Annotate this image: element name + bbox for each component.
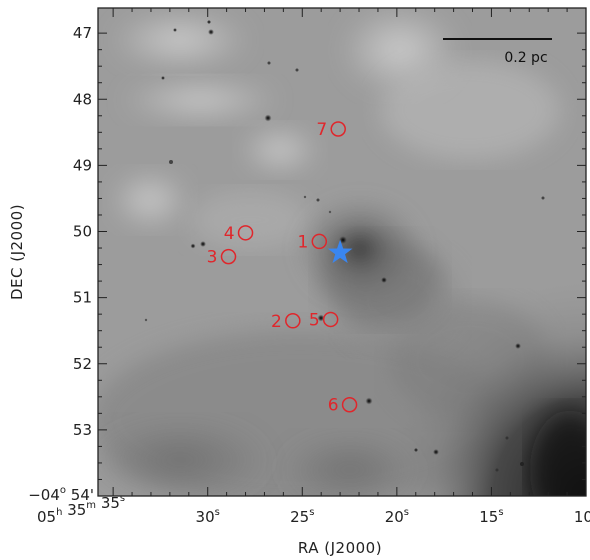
source-marker-label: 6 <box>328 396 339 416</box>
axis-ticks <box>98 8 587 497</box>
y-tick-label: 47 <box>73 24 92 42</box>
source-marker-circle <box>220 248 237 265</box>
x-tick-label: 20s <box>385 507 409 526</box>
source-marker-label: 4 <box>224 224 235 244</box>
source-marker-circle <box>285 313 301 329</box>
x-tick-label: 25s <box>290 507 314 526</box>
source-marker-label: 7 <box>316 120 327 140</box>
source-marker-circle <box>322 311 339 328</box>
y-origin-tick-label: −04o 54' <box>28 485 94 504</box>
scale-bar-label: 0.2 pc <box>504 50 547 66</box>
source-marker-label: 3 <box>207 248 218 268</box>
y-tick-labels: 47 48 49 50 51 52 53 <box>73 24 92 439</box>
x-tick-label: 30s <box>196 507 220 526</box>
y-axis-title: DEC (J2000) <box>8 204 26 300</box>
source-markers: 1 2 34 5 6 7 <box>207 120 358 416</box>
x-axis-title: RA (J2000) <box>298 539 382 557</box>
source-marker-label: 5 <box>309 310 320 330</box>
y-tick-label: 51 <box>73 289 92 307</box>
y-tick-label: 52 <box>73 355 92 373</box>
plot-frame <box>97 7 587 497</box>
source-marker-circle <box>341 396 358 413</box>
x-tick-label: 05h 35m 35s <box>37 493 125 526</box>
x-tick-labels: 05h 35m 35s 30s 25s 20s 15s 10s <box>37 493 590 526</box>
y-tick-label: 53 <box>73 421 92 439</box>
source-marker-circle <box>330 121 346 137</box>
source-marker-circle <box>311 233 328 250</box>
field-stars <box>144 20 545 472</box>
x-tick-label: 10s <box>574 507 590 526</box>
y-tick-label: 50 <box>73 223 92 241</box>
source-marker-circle <box>237 225 254 241</box>
y-tick-label: 48 <box>73 90 92 108</box>
y-tick-label: 49 <box>73 156 92 174</box>
source-marker-label: 1 <box>297 232 308 252</box>
central-star-icon <box>327 239 353 264</box>
source-marker-label: 2 <box>271 312 282 332</box>
x-tick-label: 15s <box>479 507 503 526</box>
sky-image <box>98 8 586 496</box>
